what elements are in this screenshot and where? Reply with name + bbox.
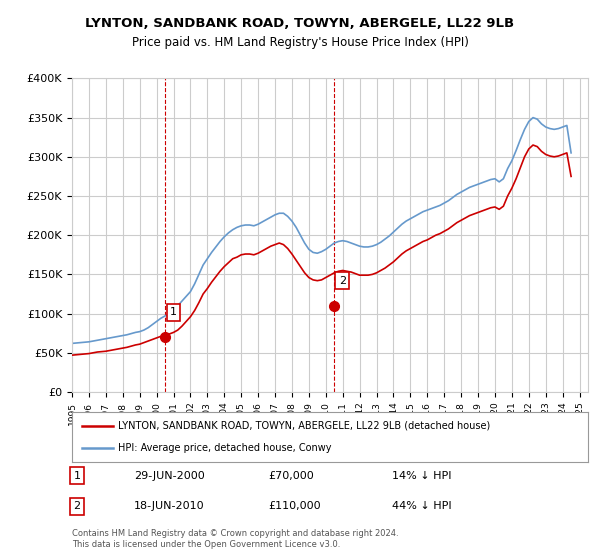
Text: HPI: Average price, detached house, Conwy: HPI: Average price, detached house, Conw… [118,443,332,453]
Text: 18-JUN-2010: 18-JUN-2010 [134,501,205,511]
Text: LYNTON, SANDBANK ROAD, TOWYN, ABERGELE, LL22 9LB (detached house): LYNTON, SANDBANK ROAD, TOWYN, ABERGELE, … [118,421,491,431]
Text: 14% ↓ HPI: 14% ↓ HPI [392,470,451,480]
Text: 1: 1 [74,470,80,480]
Text: 2: 2 [338,276,346,286]
Text: £110,000: £110,000 [268,501,321,511]
Text: 1: 1 [170,307,177,317]
Text: 2: 2 [74,501,81,511]
Text: 44% ↓ HPI: 44% ↓ HPI [392,501,452,511]
Text: 29-JUN-2000: 29-JUN-2000 [134,470,205,480]
Text: LYNTON, SANDBANK ROAD, TOWYN, ABERGELE, LL22 9LB: LYNTON, SANDBANK ROAD, TOWYN, ABERGELE, … [85,17,515,30]
Text: Price paid vs. HM Land Registry's House Price Index (HPI): Price paid vs. HM Land Registry's House … [131,36,469,49]
Text: £70,000: £70,000 [268,470,314,480]
Text: Contains HM Land Registry data © Crown copyright and database right 2024.
This d: Contains HM Land Registry data © Crown c… [72,529,398,549]
